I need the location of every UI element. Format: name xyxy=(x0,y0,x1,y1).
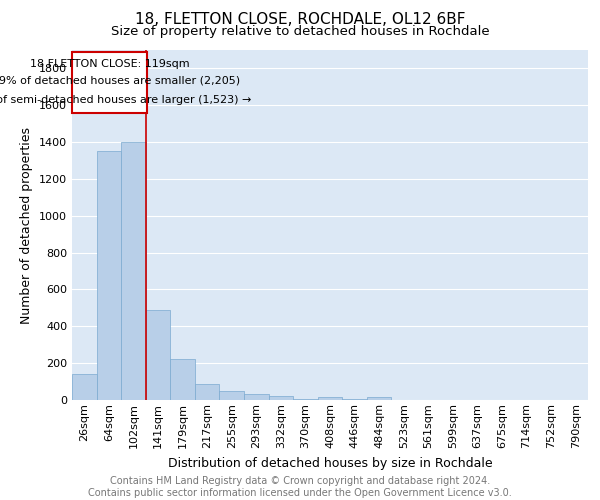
Y-axis label: Number of detached properties: Number of detached properties xyxy=(20,126,34,324)
Text: Size of property relative to detached houses in Rochdale: Size of property relative to detached ho… xyxy=(110,25,490,38)
Bar xyxy=(170,358,195,400)
Bar xyxy=(342,399,367,400)
Bar xyxy=(220,391,244,400)
Bar xyxy=(269,396,293,400)
Bar xyxy=(367,396,391,400)
Bar xyxy=(146,310,170,400)
Bar xyxy=(318,396,342,400)
Text: ← 59% of detached houses are smaller (2,205): ← 59% of detached houses are smaller (2,… xyxy=(0,76,240,86)
Text: Contains HM Land Registry data © Crown copyright and database right 2024.
Contai: Contains HM Land Registry data © Crown c… xyxy=(88,476,512,498)
Bar xyxy=(121,142,146,400)
FancyBboxPatch shape xyxy=(72,52,147,112)
Text: 18 FLETTON CLOSE: 119sqm: 18 FLETTON CLOSE: 119sqm xyxy=(29,59,189,69)
Bar xyxy=(97,152,121,400)
Text: 40% of semi-detached houses are larger (1,523) →: 40% of semi-detached houses are larger (… xyxy=(0,96,251,106)
Text: 18, FLETTON CLOSE, ROCHDALE, OL12 6BF: 18, FLETTON CLOSE, ROCHDALE, OL12 6BF xyxy=(135,12,465,28)
Text: Distribution of detached houses by size in Rochdale: Distribution of detached houses by size … xyxy=(167,458,493,470)
Bar xyxy=(195,384,220,400)
Bar xyxy=(244,394,269,400)
Bar xyxy=(293,399,318,400)
Bar xyxy=(72,374,97,400)
